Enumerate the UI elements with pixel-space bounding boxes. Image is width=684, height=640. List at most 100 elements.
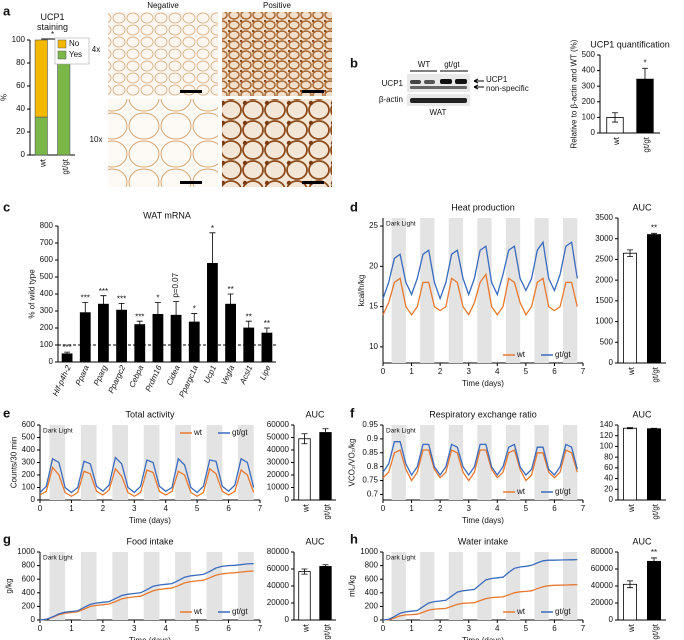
chart-title: Food intake <box>126 536 173 546</box>
annotation: * <box>193 305 196 314</box>
y-tick-label: 100 <box>22 483 36 492</box>
error-bar <box>118 302 125 318</box>
annotation: *** <box>117 294 126 303</box>
bar-segment <box>34 39 48 118</box>
y-tick-label: 20000 <box>591 598 614 607</box>
x-tick-label: 1 <box>69 624 74 633</box>
y-tick-label: 2000 <box>595 275 613 284</box>
error-bar <box>245 320 252 336</box>
legend-label: Yes <box>69 50 82 59</box>
arrow-head <box>473 78 479 90</box>
y-axis-label: % <box>0 94 8 101</box>
y-tick-label: 3500 <box>595 213 613 222</box>
x-tick-label: 0 <box>38 624 43 633</box>
annotation: p=0.07 <box>171 272 180 297</box>
error-bar <box>612 112 618 123</box>
y-tick-label: 80 <box>16 58 25 67</box>
y-tick-label: 100 <box>600 442 614 451</box>
x-tick-label: 6 <box>552 624 557 633</box>
chart: 0 200 400 600 800 1000 Water intake mL/kg Time (… <box>348 531 586 640</box>
y-tick-label: 40 <box>604 474 613 483</box>
x-tick-label: 6 <box>552 504 557 513</box>
x-tick-label: Ucp1 <box>202 364 218 385</box>
column-label: Positive <box>263 1 292 10</box>
y-axis-label: mL/kg <box>348 575 357 597</box>
micrograph <box>222 99 332 187</box>
x-tick-label: 2 <box>438 367 443 376</box>
band-label: Dark Light <box>386 221 416 228</box>
scale-bar <box>302 90 324 93</box>
series-line <box>382 441 578 477</box>
dark-period <box>563 425 578 500</box>
annotation: ** <box>651 223 657 232</box>
x-tick-label: 6 <box>552 367 557 376</box>
error-bar <box>227 293 234 315</box>
dark-period <box>238 552 254 620</box>
y-tick-label: 20 <box>369 261 378 270</box>
x-tick-label: Cidea <box>165 363 182 386</box>
y-axis-label: Counts/30 min <box>9 437 18 489</box>
panel-letter: c <box>3 199 10 214</box>
legend-label: gt/gt <box>555 350 571 359</box>
legend-label: wt <box>516 487 526 496</box>
scale-bar <box>180 90 202 93</box>
legend-label: gt/gt <box>555 607 571 616</box>
dark-period <box>477 552 492 620</box>
panel-letter: f <box>350 405 355 420</box>
dark-period <box>175 552 191 620</box>
y-tick-label: 0 <box>21 150 26 159</box>
x-axis-label: Time (days) <box>129 516 171 525</box>
legend-label: gt/gt <box>232 428 248 437</box>
lane-label: WT <box>418 60 431 69</box>
x-tick-label: Ppargc2 <box>107 363 128 394</box>
y-tick-label: 140 <box>600 420 614 429</box>
y-tick-label: 300 <box>582 81 596 90</box>
x-tick-label: wt <box>627 623 636 633</box>
arrow-label: UCP1 <box>486 75 508 84</box>
x-tick-label: 0 <box>38 504 43 513</box>
y-tick-label: 600 <box>22 574 36 583</box>
series-line <box>382 583 578 621</box>
error-bar <box>100 295 107 314</box>
tissue-label: WAT <box>430 108 447 117</box>
error-bar <box>651 427 657 430</box>
dark-period <box>534 218 549 363</box>
x-tick-label: 7 <box>258 624 263 633</box>
y-tick-label: 100 <box>582 113 596 122</box>
error-bar <box>209 232 216 295</box>
y-tick-label: 400 <box>582 66 596 75</box>
y-tick-label: 200 <box>365 602 379 611</box>
bar <box>623 252 638 364</box>
chart: 0 500 1000 1500 2000 2500 3000 3500 AUC wt gt/gt ** <box>595 202 666 383</box>
y-axis-label: % of wild type <box>27 269 36 319</box>
error-bar <box>651 232 657 237</box>
y-tick-label: 15 <box>369 302 378 311</box>
y-tick-label: 300 <box>22 458 36 467</box>
series-line <box>39 466 255 498</box>
dark-period <box>448 552 463 620</box>
x-tick-label: 6 <box>226 624 231 633</box>
micrographs: Negative Positive 4x 10x <box>90 1 332 187</box>
dark-period <box>505 425 521 500</box>
band-label: Dark Light <box>43 555 73 562</box>
y-tick-label: 800 <box>40 221 54 230</box>
y-tick-label: 120 <box>600 431 614 440</box>
micrograph <box>222 12 332 96</box>
micrograph <box>108 12 218 96</box>
y-tick-label: 600 <box>22 420 36 429</box>
bar <box>647 234 662 364</box>
annotation: * <box>643 58 646 67</box>
chart-title: AUC <box>632 409 652 419</box>
x-tick-label: wt <box>612 136 621 146</box>
band <box>440 79 452 84</box>
x-tick-label: 3 <box>132 624 137 633</box>
band-label: Dark Light <box>43 428 73 435</box>
y-tick-label: 600 <box>365 574 379 583</box>
x-tick-label: 1 <box>409 504 414 513</box>
x-tick-label: wt <box>627 366 636 376</box>
annotation: ** <box>264 319 270 328</box>
x-axis-label: Time (days) <box>129 636 171 640</box>
y-tick-label: 0.7 <box>367 490 379 499</box>
bar <box>298 438 311 501</box>
y-tick-label: 400 <box>365 588 379 597</box>
